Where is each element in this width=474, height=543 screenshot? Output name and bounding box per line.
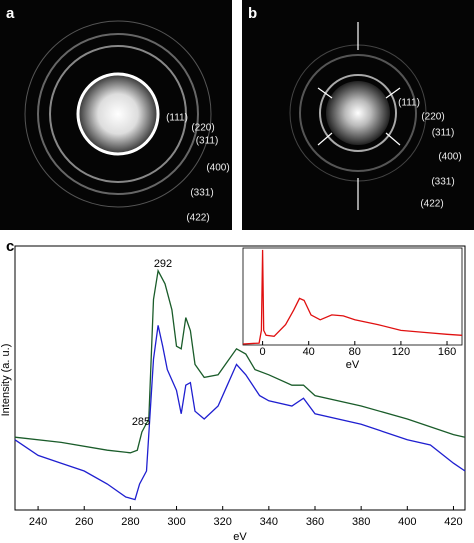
ring-label: (111) bbox=[166, 113, 188, 124]
ring-label: (331) bbox=[431, 177, 454, 188]
x-tick-label: 120 bbox=[392, 346, 410, 358]
ring-label: (220) bbox=[421, 112, 444, 123]
x-tick-label: 400 bbox=[398, 516, 416, 528]
x-tick-label: 0 bbox=[260, 346, 266, 358]
panel-a bbox=[0, 0, 232, 230]
panel-label: a bbox=[6, 5, 15, 22]
series-line bbox=[14, 268, 466, 454]
x-axis-label: eV bbox=[233, 531, 247, 543]
x-tick-label: 160 bbox=[438, 346, 456, 358]
x-tick-label: 300 bbox=[167, 516, 185, 528]
series-line bbox=[242, 249, 463, 345]
x-tick-label: 420 bbox=[444, 516, 462, 528]
ring-label: (400) bbox=[206, 163, 229, 174]
ring-label: (220) bbox=[191, 123, 214, 134]
y-axis-label: Intensity (a. u.) bbox=[0, 344, 12, 417]
x-axis-label: eV bbox=[346, 359, 360, 371]
x-tick-label: 280 bbox=[121, 516, 139, 528]
annotation: 285 bbox=[132, 416, 150, 428]
ring-label: (311) bbox=[196, 136, 219, 147]
ring-label: (422) bbox=[420, 199, 443, 210]
series-line bbox=[14, 325, 466, 501]
arrows bbox=[317, 22, 401, 210]
panel-label: b bbox=[248, 5, 257, 22]
x-tick-label: 240 bbox=[29, 516, 47, 528]
x-tick-label: 320 bbox=[214, 516, 232, 528]
ring-label: (422) bbox=[186, 213, 209, 224]
x-tick-label: 380 bbox=[352, 516, 370, 528]
plot-frame bbox=[14, 245, 466, 511]
inset-frame bbox=[242, 247, 463, 346]
x-tick-label: 260 bbox=[75, 516, 93, 528]
ring-label: (311) bbox=[432, 128, 455, 139]
panel-b bbox=[242, 0, 474, 230]
ring-label: (111) bbox=[398, 98, 420, 109]
ring-label: (400) bbox=[438, 152, 461, 163]
x-tick-label: 340 bbox=[260, 516, 278, 528]
x-tick-label: 40 bbox=[303, 346, 315, 358]
x-tick-label: 360 bbox=[306, 516, 324, 528]
annotation: 292 bbox=[154, 258, 172, 270]
panel-label: c bbox=[6, 238, 14, 255]
ring-label: (331) bbox=[190, 188, 213, 199]
x-tick-label: 80 bbox=[349, 346, 361, 358]
